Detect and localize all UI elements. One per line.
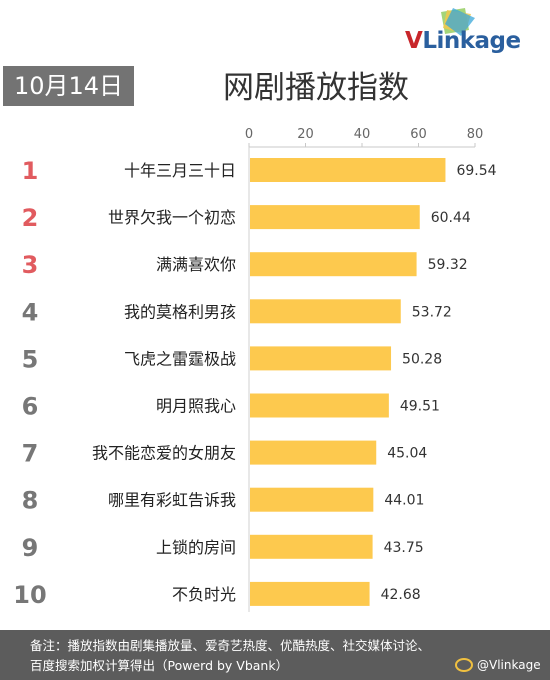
bar [250, 393, 389, 418]
category-label: 十年三月三十日 [124, 161, 236, 180]
x-tick-label: 20 [297, 127, 314, 142]
chart-row: 10 不负时光 42.68 [13, 581, 420, 609]
chart-row: 6 明月照我心 49.51 [22, 393, 440, 421]
chart-row: 8 哪里有彩虹告诉我 44.01 [22, 487, 425, 515]
weibo-handle: @Vlinkage [455, 657, 541, 673]
rank-label: 4 [22, 298, 39, 326]
rank-label: 6 [22, 393, 39, 421]
category-label: 我的莫格利男孩 [124, 302, 236, 321]
chart-row: 4 我的莫格利男孩 53.72 [22, 298, 452, 326]
chart-row: 7 我不能恋爱的女朋友 45.04 [22, 440, 428, 468]
x-tick-label: 80 [467, 127, 484, 142]
rank-label: 5 [22, 345, 39, 373]
value-label: 49.51 [400, 399, 440, 415]
category-label: 不负时光 [172, 585, 236, 604]
bar [250, 534, 373, 559]
chart-row: 2 世界欠我一个初恋 60.44 [22, 204, 471, 232]
footer-note-line1: 备注：播放指数由剧集播放量、爱奇艺热度、优酷热度、社交媒体讨论、 [30, 638, 431, 653]
x-tick-label: 40 [354, 127, 371, 142]
rank-label: 9 [22, 534, 39, 562]
bar [250, 346, 392, 371]
category-label: 明月照我心 [156, 397, 236, 416]
chart-title: 网剧播放指数 [223, 70, 409, 106]
logo-mark-icon [441, 8, 475, 36]
value-label: 45.04 [387, 446, 427, 462]
footer-note: 备注：播放指数由剧集播放量、爱奇艺热度、优酷热度、社交媒体讨论、 百度搜索加权计… [30, 636, 480, 676]
category-label: 满满喜欢你 [156, 255, 236, 274]
logo-v: V [405, 28, 423, 54]
x-tick-label: 60 [410, 127, 427, 142]
value-label: 50.28 [402, 351, 442, 367]
bar [250, 299, 401, 324]
rank-label: 1 [22, 157, 39, 185]
bar [250, 440, 377, 465]
category-label: 哪里有彩虹告诉我 [108, 491, 236, 510]
rank-label: 3 [22, 251, 39, 279]
chart-row: 5 飞虎之雷霆极战 50.28 [22, 345, 442, 373]
date-badge: 10月14日 [3, 66, 134, 106]
value-label: 60.44 [431, 210, 471, 226]
bar-chart: 0 20 40 60 80 1 十年三月三十日 69.54 2 世界欠我一个初恋 60.44 3 满满… [13, 127, 497, 612]
bar [250, 252, 417, 277]
footer-note-line2: 百度搜索加权计算得出（Powerd by Vbank） [30, 658, 289, 673]
category-label: 上锁的房间 [156, 538, 236, 557]
bar [250, 205, 420, 230]
value-label: 43.75 [384, 540, 424, 556]
category-label: 飞虎之雷霆极战 [124, 349, 236, 368]
category-label: 我不能恋爱的女朋友 [92, 444, 236, 463]
bar [250, 487, 374, 512]
vlinkage-logo: VLinkage [405, 8, 535, 54]
bar [250, 581, 370, 606]
value-label: 42.68 [381, 587, 421, 603]
rank-label: 2 [22, 204, 39, 232]
footer: 备注：播放指数由剧集播放量、爱奇艺热度、优酷热度、社交媒体讨论、 百度搜索加权计… [0, 630, 550, 680]
x-axis: 0 20 40 60 80 [245, 127, 483, 612]
chart-row: 9 上锁的房间 43.75 [22, 534, 424, 562]
logo-text: VLinkage [405, 28, 521, 54]
rank-label: 10 [13, 581, 46, 609]
value-label: 44.01 [384, 493, 424, 509]
value-label: 59.32 [428, 257, 468, 273]
rank-label: 8 [22, 487, 39, 515]
rank-label: 7 [22, 440, 39, 468]
x-tick-label: 0 [245, 127, 253, 142]
value-label: 69.54 [456, 163, 496, 179]
category-label: 世界欠我一个初恋 [108, 208, 236, 227]
weibo-icon [455, 657, 473, 672]
chart-row: 1 十年三月三十日 69.54 [22, 157, 497, 185]
chart-row: 3 满满喜欢你 59.32 [22, 251, 468, 279]
chart-rows: 1 十年三月三十日 69.54 2 世界欠我一个初恋 60.44 3 满满喜欢你 59.32 4 我… [13, 157, 496, 609]
logo-linkage: Linkage [422, 28, 521, 54]
value-label: 53.72 [412, 304, 452, 320]
weibo-text: @Vlinkage [477, 658, 541, 672]
bar [250, 158, 446, 182]
